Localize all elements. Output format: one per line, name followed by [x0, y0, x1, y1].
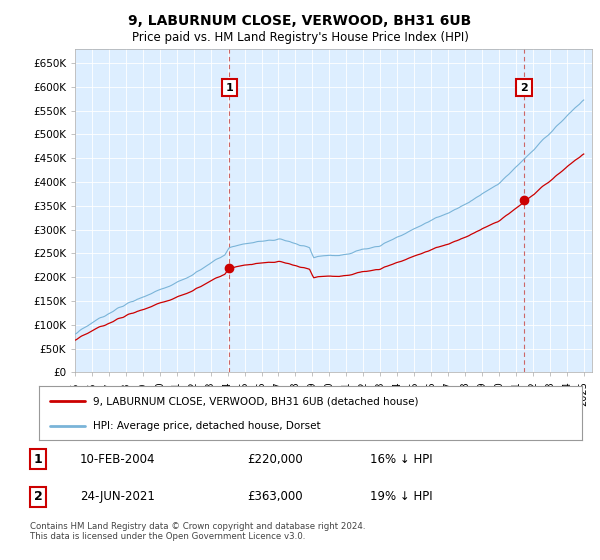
Text: Price paid vs. HM Land Registry's House Price Index (HPI): Price paid vs. HM Land Registry's House … [131, 31, 469, 44]
Text: HPI: Average price, detached house, Dorset: HPI: Average price, detached house, Dors… [94, 421, 321, 431]
Text: 2: 2 [34, 491, 43, 503]
Text: 2: 2 [520, 82, 528, 92]
Text: 24-JUN-2021: 24-JUN-2021 [80, 491, 155, 503]
Text: 1: 1 [226, 82, 233, 92]
Text: Contains HM Land Registry data © Crown copyright and database right 2024.
This d: Contains HM Land Registry data © Crown c… [30, 522, 365, 542]
Text: 16% ↓ HPI: 16% ↓ HPI [370, 452, 433, 465]
Text: 19% ↓ HPI: 19% ↓ HPI [370, 491, 433, 503]
Text: £363,000: £363,000 [247, 491, 303, 503]
Text: £220,000: £220,000 [247, 452, 303, 465]
Text: 1: 1 [34, 452, 43, 465]
Text: 10-FEB-2004: 10-FEB-2004 [80, 452, 155, 465]
Text: 9, LABURNUM CLOSE, VERWOOD, BH31 6UB (detached house): 9, LABURNUM CLOSE, VERWOOD, BH31 6UB (de… [94, 396, 419, 407]
Text: 9, LABURNUM CLOSE, VERWOOD, BH31 6UB: 9, LABURNUM CLOSE, VERWOOD, BH31 6UB [128, 14, 472, 28]
